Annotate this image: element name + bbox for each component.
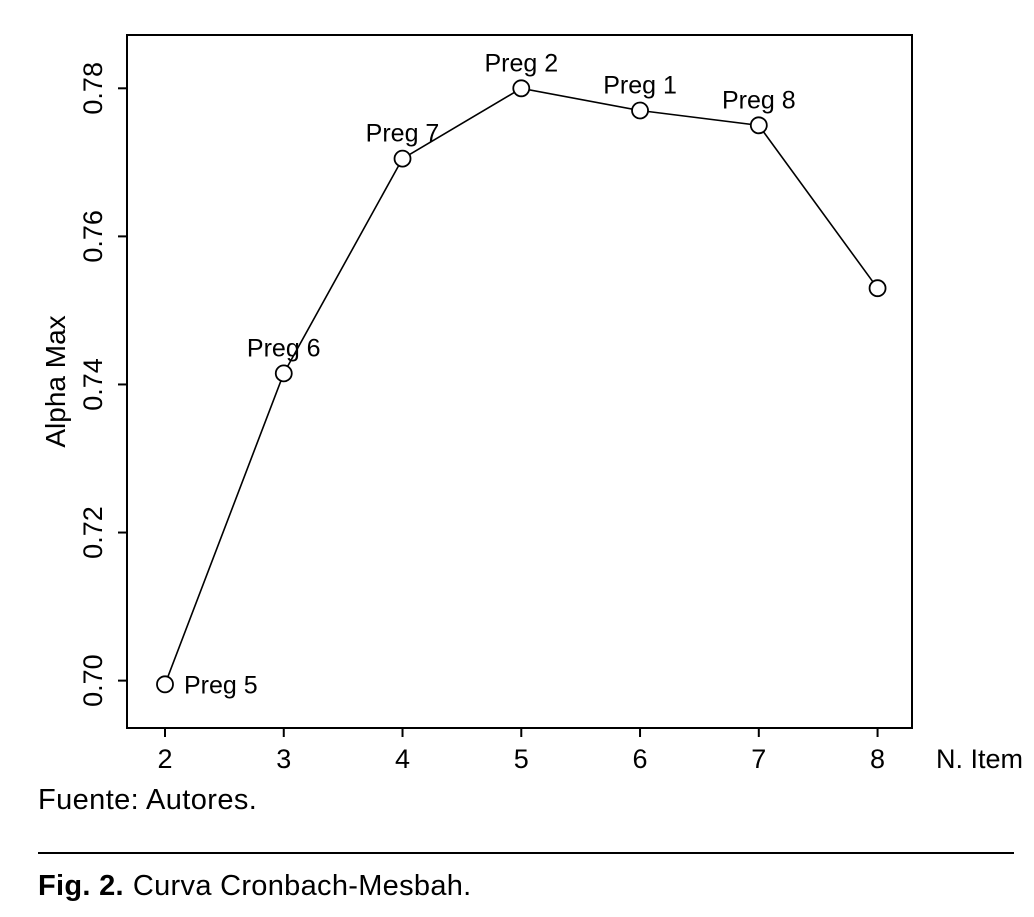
point-label: Preg 8: [722, 86, 796, 114]
figure-caption: Fig. 2. Curva Cronbach-Mesbah.: [38, 870, 472, 903]
point-label: Preg 5: [184, 671, 258, 699]
x-tick-label: 5: [514, 744, 529, 774]
cronbach-mesbah-chart: 2 3 4 5 6 7 8 0.70 0.72 0.74 0.76 0.78 Alpha Max N. I…: [40, 34, 1023, 774]
x-tick-label: 6: [633, 744, 648, 774]
x-tick-label: 3: [276, 744, 291, 774]
source-note: Fuente: Autores.: [38, 784, 258, 816]
x-tick-label: 7: [751, 744, 766, 774]
point-label: Preg 2: [484, 49, 558, 77]
x-tick-label: 8: [870, 744, 885, 774]
data-point: [274, 364, 293, 383]
y-tick-label: 0.72: [78, 506, 108, 559]
point-label: Preg 6: [247, 334, 321, 362]
y-tick-label: 0.70: [78, 654, 108, 707]
data-point: [631, 101, 649, 120]
y-tick-label: 0.74: [78, 358, 108, 411]
data-point: [393, 149, 412, 168]
y-axis-title: Alpha Max: [40, 315, 71, 447]
point-label: Preg 1: [603, 72, 677, 100]
point-label: Preg 7: [366, 120, 440, 148]
data-point: [868, 279, 887, 298]
data-point: [512, 79, 531, 98]
data-point: [156, 675, 174, 694]
data-line: [164, 87, 879, 685]
plot-box: [126, 34, 913, 729]
x-tick-label: 2: [157, 744, 172, 774]
x-tick-label: 4: [395, 744, 410, 774]
data-point: [749, 116, 768, 135]
figure-label: Fig. 2.: [38, 870, 124, 902]
y-tick-label: 0.76: [78, 210, 108, 263]
figure-caption-text: Curva Cronbach-Mesbah.: [132, 870, 472, 902]
x-axis-title: N. Item: [936, 744, 1023, 774]
y-tick-label: 0.78: [78, 62, 108, 115]
caption-divider: [38, 852, 1014, 854]
